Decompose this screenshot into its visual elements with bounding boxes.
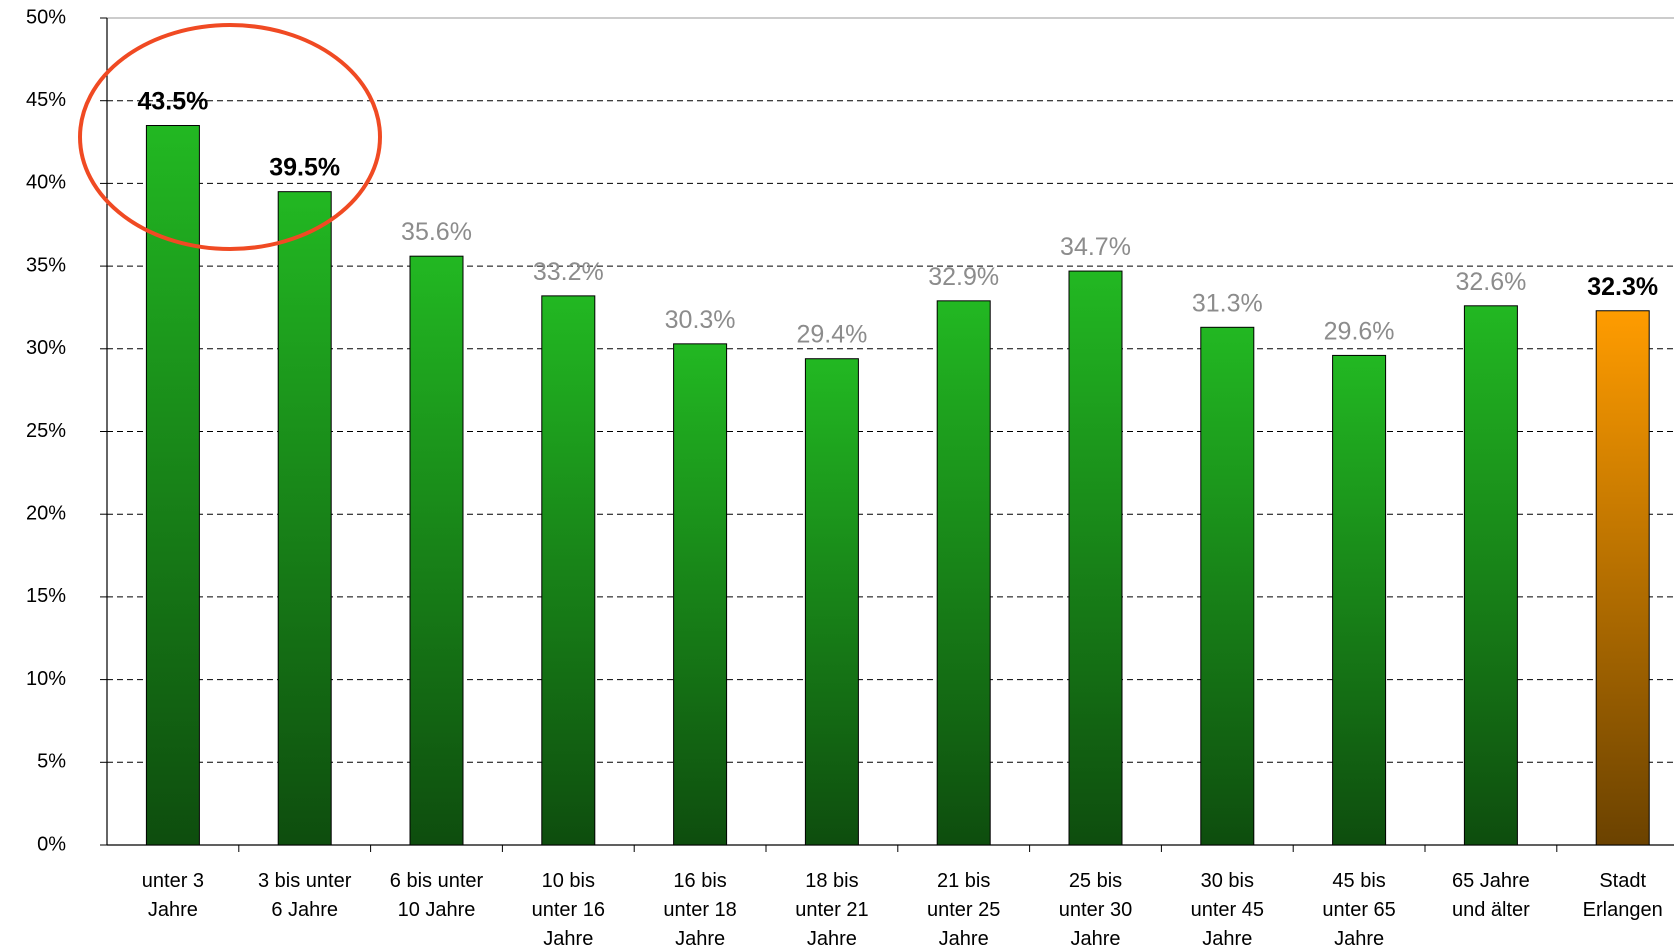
- y-tick-label: 15%: [26, 585, 66, 607]
- x-tick-label: 45 bis unter 65 Jahre: [1322, 870, 1395, 950]
- value-label: 31.3%: [1192, 289, 1263, 317]
- bar: [541, 295, 596, 846]
- y-tick-label: 25%: [26, 420, 66, 442]
- y-tick-label: 0%: [37, 833, 66, 855]
- value-label: 30.3%: [665, 306, 736, 334]
- bar: [409, 255, 464, 846]
- y-tick-label: 20%: [26, 502, 66, 524]
- value-label: 29.4%: [796, 321, 867, 349]
- value-label: 43.5%: [137, 88, 208, 116]
- y-tick-label: 30%: [26, 337, 66, 359]
- value-label: 35.6%: [401, 218, 472, 246]
- x-tick-label: 30 bis unter 45 Jahre: [1191, 870, 1264, 950]
- x-tick-label: 6 bis unter 10 Jahre: [390, 870, 484, 921]
- x-tick-label: 21 bis unter 25 Jahre: [927, 870, 1000, 950]
- highlight-ellipse: [78, 23, 382, 251]
- bar: [1595, 310, 1650, 846]
- y-tick-label: 40%: [26, 172, 66, 194]
- y-tick-label: 45%: [26, 89, 66, 111]
- bar: [804, 358, 859, 846]
- y-tick-label: 50%: [26, 6, 66, 28]
- bar: [673, 343, 728, 846]
- bar: [1332, 354, 1387, 846]
- y-tick-label: 10%: [26, 668, 66, 690]
- value-label: 32.9%: [928, 263, 999, 291]
- x-tick-label: 16 bis unter 18 Jahre: [663, 870, 736, 950]
- value-label: 32.3%: [1587, 273, 1658, 301]
- x-tick-label: 3 bis unter 6 Jahre: [258, 870, 352, 921]
- x-tick-label: 25 bis unter 30 Jahre: [1059, 870, 1132, 950]
- x-tick-label: 10 bis unter 16 Jahre: [532, 870, 605, 950]
- y-tick-label: 35%: [26, 254, 66, 276]
- bar: [1200, 326, 1255, 846]
- value-label: 29.6%: [1324, 317, 1395, 345]
- x-tick-label: unter 3 Jahre: [142, 870, 204, 921]
- x-tick-label: Stadt Erlangen: [1583, 870, 1663, 921]
- bar: [936, 300, 991, 846]
- value-label: 39.5%: [269, 154, 340, 182]
- y-tick-label: 5%: [37, 751, 66, 773]
- x-tick-label: 65 Jahre und älter: [1452, 870, 1530, 921]
- bar: [1068, 270, 1123, 846]
- value-label: 32.6%: [1455, 268, 1526, 296]
- value-label: 34.7%: [1060, 233, 1131, 261]
- bar: [277, 191, 332, 846]
- bar: [1463, 305, 1518, 846]
- value-label: 33.2%: [533, 258, 604, 286]
- x-tick-label: 18 bis unter 21 Jahre: [795, 870, 868, 950]
